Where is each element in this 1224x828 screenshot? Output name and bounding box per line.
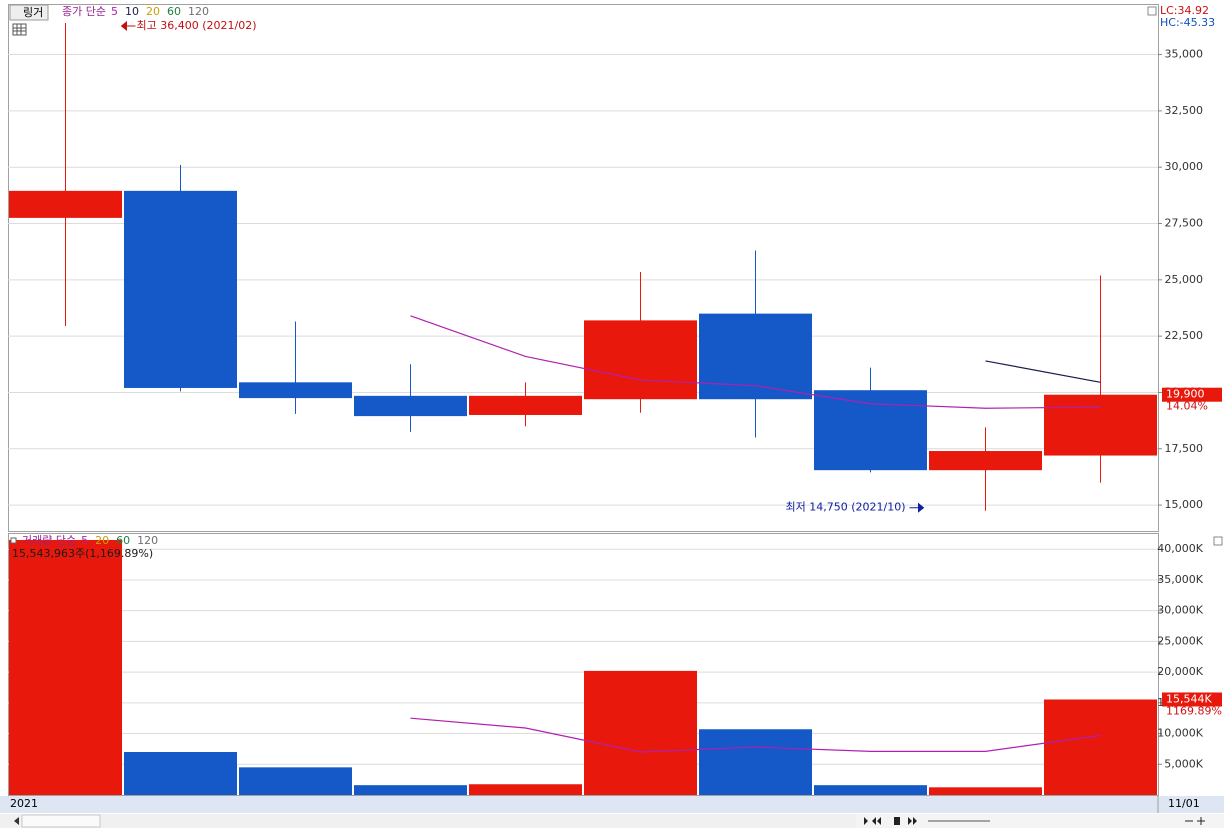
volume-bar xyxy=(9,540,122,795)
price-panel xyxy=(8,4,1159,532)
volume-bar xyxy=(239,767,352,795)
legend-entry: 10 xyxy=(125,5,139,18)
candle-body xyxy=(584,320,697,400)
low-label: 최저 14,750 (2021/10) xyxy=(785,501,905,514)
candle-body xyxy=(124,190,237,388)
time-axis-bar xyxy=(0,796,1224,813)
volume-bar xyxy=(929,787,1042,795)
last-value-box xyxy=(1162,692,1222,707)
legend-entry: 60 xyxy=(116,534,130,547)
legend-entry: 20 xyxy=(95,534,109,547)
y-tick-label: 25,000K xyxy=(1157,634,1203,647)
volume-panel xyxy=(8,533,1159,796)
ma-line xyxy=(410,315,1101,409)
ma-line xyxy=(985,360,1101,383)
nav-controls[interactable] xyxy=(856,814,1224,828)
volume-bar xyxy=(814,785,927,795)
volume-bar xyxy=(354,785,467,795)
ma-line xyxy=(410,717,1101,753)
legend-entry: 20 xyxy=(146,5,160,18)
y-tick-label: 20,000K xyxy=(1157,665,1203,678)
last-value-box xyxy=(1162,387,1222,402)
legend-entry: 60 xyxy=(167,5,181,18)
volume-bar xyxy=(1044,699,1157,795)
y-tick-label: 17,500 xyxy=(1165,442,1204,455)
candle-body xyxy=(469,395,582,415)
candle-body xyxy=(929,451,1042,471)
scroll-left[interactable] xyxy=(14,817,19,825)
legend-entry: 5 xyxy=(111,5,118,18)
panel-button[interactable] xyxy=(1213,536,1223,546)
high-label: 최고 36,400 (2021/02) xyxy=(137,19,257,32)
time-end-label: 11/01 xyxy=(1168,797,1200,810)
y-tick-label: 25,000 xyxy=(1165,273,1204,286)
candle-body xyxy=(1044,394,1157,456)
candle-body xyxy=(354,395,467,417)
legend-title: 거래량 단순 xyxy=(22,534,76,547)
y-tick-label: 27,500 xyxy=(1165,217,1204,230)
candle-body xyxy=(699,313,812,400)
y-tick-label: 32,500 xyxy=(1165,104,1204,117)
y-tick-label: 35,000 xyxy=(1165,48,1204,61)
scroll-thumb[interactable] xyxy=(21,814,101,828)
volume-bar xyxy=(584,670,697,795)
panel-button[interactable] xyxy=(1147,6,1157,16)
volume-bar xyxy=(469,784,582,795)
last-value-label: 15,544K xyxy=(1166,692,1212,705)
y-tick-label: 10,000K xyxy=(1157,727,1203,740)
y-tick-label: 40,000K xyxy=(1157,542,1203,555)
last-change-label: 1169.89% xyxy=(1166,704,1222,717)
last-value-label: 19,900 xyxy=(1166,388,1205,401)
value-label: 15,543,963주(1,169.89%) xyxy=(12,547,153,560)
table-icon-grid xyxy=(13,24,26,35)
volume-bar xyxy=(124,751,237,795)
legend-marker xyxy=(10,537,17,544)
zoom-buttons[interactable] xyxy=(1185,817,1205,825)
y-tick-label: 15,000 xyxy=(1165,498,1204,511)
y-tick-label: 30,000K xyxy=(1157,604,1203,617)
volume-bar xyxy=(699,729,812,795)
y-tick-label: 5,000K xyxy=(1164,757,1203,770)
toolbar-button-label[interactable]: 링거 xyxy=(23,6,43,19)
legend-entry: 5 xyxy=(81,534,88,547)
toolbar-button[interactable] xyxy=(9,4,49,21)
time-start-label: 2021 xyxy=(10,797,38,810)
last-change-label: 14.04% xyxy=(1166,400,1208,413)
y-tick-label: 35,000K xyxy=(1157,573,1203,586)
table-icon[interactable] xyxy=(12,23,27,36)
candle-body xyxy=(9,190,122,218)
legend-entry: 120 xyxy=(188,5,209,18)
candle-body xyxy=(239,382,352,399)
y-tick-label: 22,500 xyxy=(1165,329,1204,342)
hc-label: HC:-45.33 xyxy=(1160,16,1215,29)
candle-body xyxy=(814,390,927,471)
legend-title: 종가 단순 xyxy=(62,5,106,18)
legend-entry: 120 xyxy=(137,534,158,547)
y-tick-label: 30,000 xyxy=(1165,160,1204,173)
lc-label: LC:34.92 xyxy=(1160,4,1209,17)
high-arrow xyxy=(120,20,136,32)
nav-buttons[interactable] xyxy=(864,817,917,825)
low-arrow xyxy=(909,502,925,513)
